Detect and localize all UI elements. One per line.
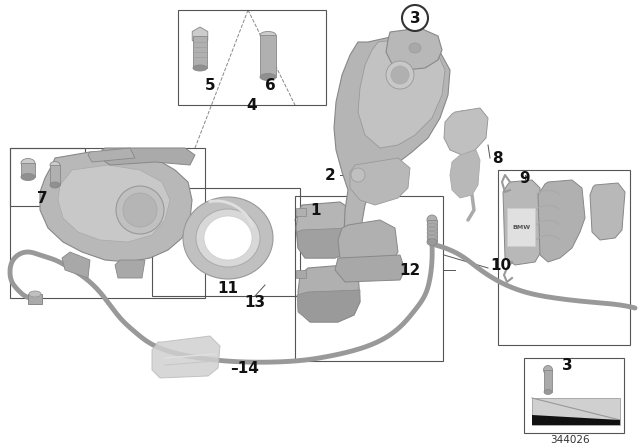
Bar xyxy=(524,358,624,433)
Bar xyxy=(152,188,300,296)
Bar xyxy=(50,165,60,185)
Ellipse shape xyxy=(409,43,421,53)
Polygon shape xyxy=(152,336,220,378)
Polygon shape xyxy=(590,183,625,240)
Ellipse shape xyxy=(21,173,35,181)
Text: 10: 10 xyxy=(490,258,511,272)
Text: 12: 12 xyxy=(399,263,420,277)
Ellipse shape xyxy=(123,193,157,227)
Polygon shape xyxy=(296,202,355,258)
Bar xyxy=(178,10,326,105)
Ellipse shape xyxy=(544,389,552,395)
Ellipse shape xyxy=(427,238,437,246)
Bar xyxy=(193,36,207,68)
Polygon shape xyxy=(503,180,542,265)
Bar xyxy=(28,294,42,304)
Text: 7: 7 xyxy=(36,190,47,206)
Text: 3: 3 xyxy=(562,358,573,372)
Polygon shape xyxy=(88,148,135,162)
Ellipse shape xyxy=(351,168,365,182)
Polygon shape xyxy=(538,180,585,262)
Ellipse shape xyxy=(391,66,409,84)
Ellipse shape xyxy=(427,215,437,225)
Polygon shape xyxy=(532,415,620,425)
Ellipse shape xyxy=(260,73,276,81)
Text: 8: 8 xyxy=(492,151,502,165)
Polygon shape xyxy=(297,290,360,322)
Polygon shape xyxy=(334,36,450,268)
Polygon shape xyxy=(40,152,192,262)
Text: 2: 2 xyxy=(324,168,335,182)
Polygon shape xyxy=(450,150,480,198)
Polygon shape xyxy=(338,220,398,272)
Polygon shape xyxy=(335,255,405,282)
Bar xyxy=(544,370,552,392)
Bar xyxy=(296,270,306,278)
Text: BMW: BMW xyxy=(512,224,530,229)
Polygon shape xyxy=(444,108,488,155)
Text: 4: 4 xyxy=(246,98,257,112)
Ellipse shape xyxy=(386,61,414,89)
Bar xyxy=(21,163,35,177)
Text: 344026: 344026 xyxy=(550,435,590,445)
Polygon shape xyxy=(350,158,410,205)
Text: 5: 5 xyxy=(205,78,215,92)
Ellipse shape xyxy=(204,216,252,260)
Text: 9: 9 xyxy=(520,171,531,185)
Ellipse shape xyxy=(196,209,260,267)
Text: 11: 11 xyxy=(218,280,239,296)
Ellipse shape xyxy=(29,291,41,297)
Polygon shape xyxy=(532,398,620,425)
Polygon shape xyxy=(58,165,170,242)
Text: 1: 1 xyxy=(310,202,321,217)
Ellipse shape xyxy=(260,31,276,39)
Bar xyxy=(427,220,437,242)
Ellipse shape xyxy=(21,159,35,168)
Ellipse shape xyxy=(50,182,60,188)
Bar xyxy=(260,35,276,77)
Ellipse shape xyxy=(543,366,552,375)
Text: 6: 6 xyxy=(264,78,275,92)
Polygon shape xyxy=(115,260,145,278)
Polygon shape xyxy=(100,148,195,165)
Bar xyxy=(296,208,306,216)
Polygon shape xyxy=(298,265,360,322)
Ellipse shape xyxy=(183,197,273,279)
Bar xyxy=(10,148,205,298)
Bar xyxy=(295,196,443,361)
Polygon shape xyxy=(358,38,445,148)
Polygon shape xyxy=(62,252,90,278)
Text: 3: 3 xyxy=(410,10,420,26)
Ellipse shape xyxy=(50,161,60,168)
Bar xyxy=(507,208,535,246)
Polygon shape xyxy=(297,228,354,258)
Polygon shape xyxy=(386,28,442,70)
Ellipse shape xyxy=(193,65,207,71)
Bar xyxy=(498,170,630,345)
Bar xyxy=(10,148,85,206)
Text: –14: –14 xyxy=(230,361,259,375)
Ellipse shape xyxy=(116,186,164,234)
Text: 13: 13 xyxy=(244,294,266,310)
Circle shape xyxy=(402,5,428,31)
